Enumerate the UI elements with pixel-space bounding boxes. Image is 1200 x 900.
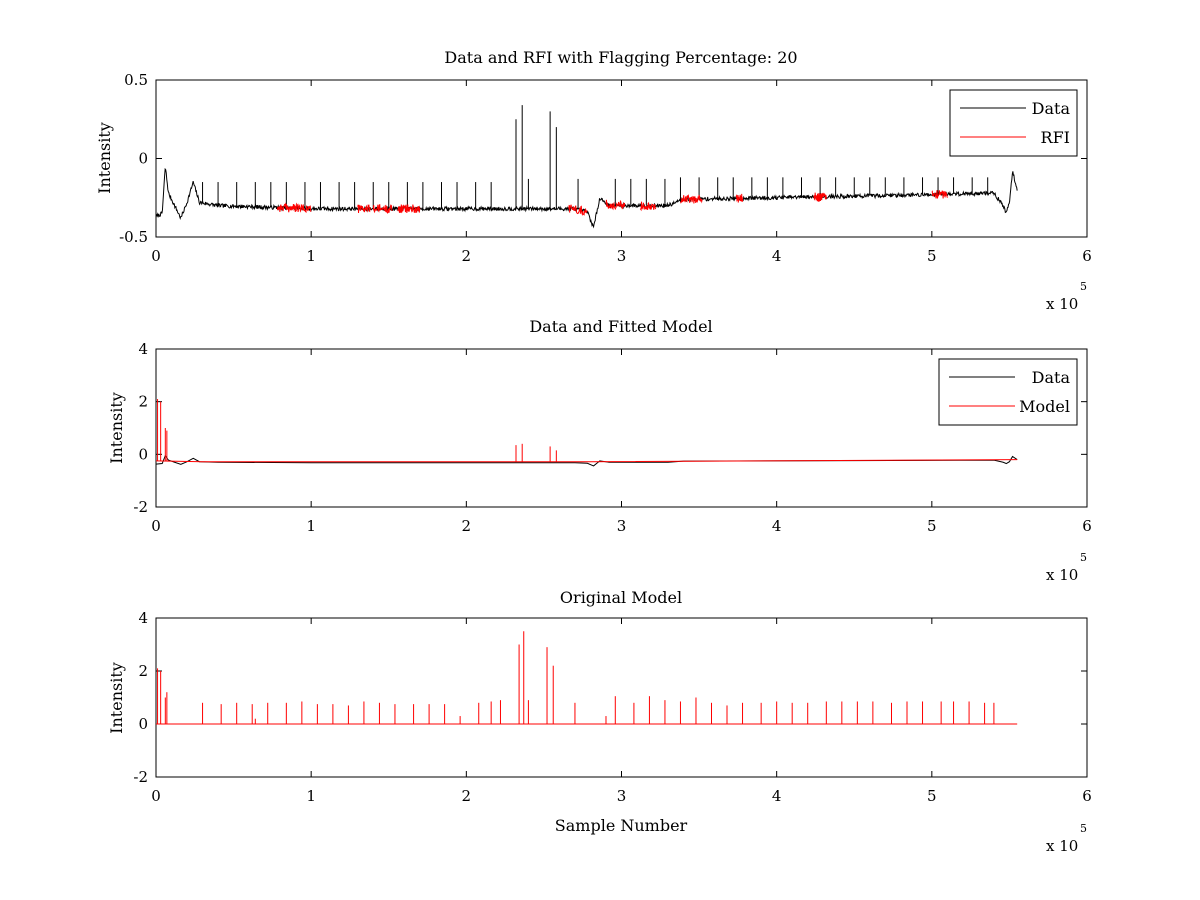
y-tick-label: 4 [138,340,148,358]
x-tick-label: 5 [927,247,937,265]
x-tick-label: 1 [306,247,316,265]
panel-rfi-title: Data and RFI with Flagging Percentage: 2… [444,48,797,67]
y-tick-label: 0 [138,715,148,733]
y-tick-label: 4 [138,609,148,627]
legend-box [938,358,1078,426]
panel-fitted-ylabel: Intensity [107,392,126,464]
y-tick-label: -0.5 [119,228,148,246]
axes-box [155,79,1088,238]
legend-box [949,89,1078,157]
y-tick-label: 2 [138,662,148,680]
x-tick-label: 3 [617,787,627,805]
panel-fitted-multiplier: x 10 [1046,566,1078,584]
panel-rfi: Data and RFI with Flagging Percentage: 2… [95,48,1092,313]
y-tick-label: 0.5 [124,71,148,89]
y-tick-label: 0 [138,150,148,168]
x-tick-label: 6 [1082,247,1092,265]
x-tick-label: 6 [1082,787,1092,805]
series-rfi-segment [605,199,626,211]
x-tick-label: 0 [151,517,161,535]
y-tick-label: 0 [138,445,148,463]
panel-fitted-model: Data and Fitted Model Intensity 0 1 2 3 4 5 6 -… [107,317,1092,584]
series-rfi-segment [680,193,703,204]
series-rfi-segment [568,204,588,217]
series-rfi-segment [372,203,393,214]
x-tick-label: 3 [617,247,627,265]
panel-fitted-title: Data and Fitted Model [529,317,712,336]
x-tick-label: 0 [151,247,161,265]
series-rfi-segment [639,201,657,212]
x-tick-label: 5 [927,517,937,535]
x-tick-label: 4 [772,517,782,535]
x-tick-label: 2 [462,517,472,535]
axes-box [155,617,1088,778]
x-tick-label: 0 [151,787,161,805]
x-tick-label: 3 [617,517,627,535]
panel-original-xlabel: Sample Number [555,816,688,835]
panel-original-multiplier: x 10 [1046,837,1078,855]
x-tick-label: 1 [306,787,316,805]
x-tick-label: 6 [1082,517,1092,535]
y-tick-label: -2 [133,498,148,516]
panel-original-model: Original Model Intensity Sample Number 0… [107,588,1092,855]
x-tick-label: 4 [772,787,782,805]
legend-label: Model [1019,397,1070,416]
legend-label: Data [1032,368,1071,387]
series-rfi-segment [931,190,948,199]
panel-original-title: Original Model [560,588,682,607]
series-rfi-segment [276,202,312,214]
panel-fitted-multiplier-exponent: 5 [1080,551,1087,564]
series-rfi-segment [813,192,827,203]
series-rfi-segment [735,193,744,203]
panel-rfi-ylabel: Intensity [95,122,114,194]
legend-label: Data [1032,99,1071,118]
x-tick-label: 2 [462,787,472,805]
x-tick-label: 1 [306,517,316,535]
x-tick-label: 4 [772,247,782,265]
y-tick-label: 2 [138,393,148,411]
series-data-line [156,454,1018,467]
axes-box [155,348,1088,508]
x-tick-label: 2 [462,247,472,265]
panel-original-ylabel: Intensity [107,662,126,734]
panel-rfi-multiplier: x 10 [1046,295,1078,313]
legend-label: RFI [1041,128,1070,147]
panel-original-multiplier-exponent: 5 [1080,822,1087,835]
series-model-line [156,459,1018,463]
panel-rfi-multiplier-exponent: 5 [1080,280,1087,293]
series-rfi-segment [357,204,371,213]
y-tick-label: -2 [133,768,148,786]
series-rfi-segment [397,204,421,214]
x-tick-label: 5 [927,787,937,805]
